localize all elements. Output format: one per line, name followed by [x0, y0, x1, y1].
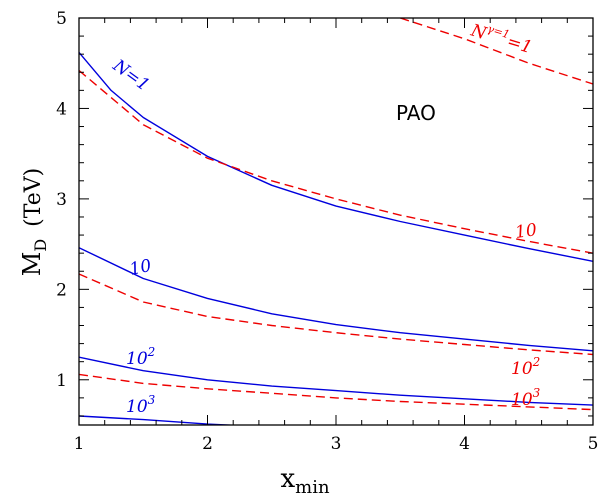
pao-annotation: PAO: [396, 101, 436, 125]
label-10-2-blue-sup: 2: [147, 345, 156, 359]
label-10-red: 10: [514, 220, 538, 243]
label-n-gamma-base: N: [468, 20, 490, 44]
label-10-2-red-base: 10: [511, 359, 533, 379]
y-tick-label: 1: [56, 371, 67, 391]
label-10-3-red-sup: 3: [533, 386, 541, 400]
dashed-series-7: [79, 373, 593, 411]
y-tick-label: 3: [56, 190, 67, 210]
y-axis-title-main: M: [18, 252, 46, 277]
y-tick-label: 4: [56, 99, 67, 119]
label-10-2-red: 102: [511, 355, 540, 379]
solid-series-3: [79, 415, 242, 425]
y-tick-label: 2: [56, 280, 67, 300]
label-10-3-blue-sup: 3: [148, 393, 156, 407]
dashed-series-4: [400, 18, 593, 85]
plot-area: [78, 17, 594, 426]
x-tick-label: 4: [459, 434, 470, 454]
label-10-2-blue-base: 10: [126, 349, 148, 369]
y-axis-title-sub: D: [31, 239, 50, 252]
axis-ticks: 1 2 3 4 5 1 2 3 4 5: [56, 9, 598, 454]
dashed-series-6: [79, 273, 593, 356]
x-tick-label: 1: [74, 434, 85, 454]
label-10-3-blue: 103: [126, 393, 156, 417]
x-tick-label: 5: [588, 434, 599, 454]
y-axis-title: MD (TeV): [18, 168, 50, 276]
label-10-3-red: 103: [511, 386, 541, 410]
y-axis-title-unit: (TeV): [21, 168, 46, 227]
label-10-3-red-base: 10: [511, 390, 533, 410]
solid-series-2: [79, 356, 593, 406]
x-tick-label: 2: [202, 434, 213, 454]
label-n-gamma-suffix: =1: [505, 32, 535, 58]
x-tick-label: 3: [331, 434, 342, 454]
series-group: [79, 18, 593, 425]
solid-series-0: [79, 51, 593, 262]
label-n-gamma: Nγ=1=1: [468, 17, 536, 58]
label-10-3-blue-base: 10: [126, 397, 148, 417]
label-10-blue: 10: [128, 256, 153, 280]
label-10-2-blue: 102: [126, 345, 155, 369]
x-axis-title: xmin: [280, 464, 329, 493]
y-tick-label: 5: [56, 9, 67, 29]
label-n-1: N=1: [108, 55, 153, 95]
solid-series-1: [79, 247, 593, 352]
label-n-gamma-sup: γ=1: [486, 22, 512, 41]
label-10-2-red-sup: 2: [532, 355, 541, 369]
dashed-series-5: [79, 69, 593, 254]
x-axis-title-sub: min: [295, 477, 330, 493]
x-axis-title-main: x: [280, 464, 295, 493]
